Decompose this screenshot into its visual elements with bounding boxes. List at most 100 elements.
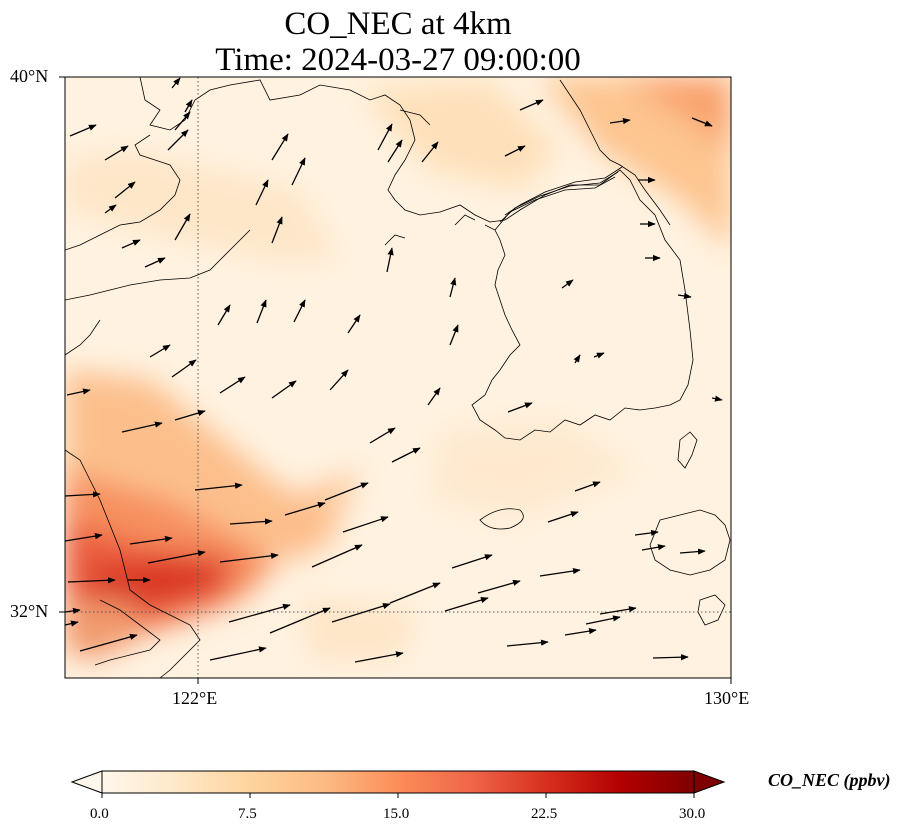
wind-arrow — [229, 518, 273, 525]
wind-arrow — [593, 352, 605, 359]
colorbar-tick-2: 15.0 — [383, 806, 410, 822]
wind-arrow — [129, 535, 173, 545]
colorbar-extend-high — [693, 770, 726, 794]
colorbar — [70, 770, 726, 798]
wind-arrow — [585, 615, 621, 625]
wind-arrow — [574, 481, 601, 492]
wind-arrow — [167, 129, 189, 151]
concentration-field — [65, 77, 731, 678]
colorbar-tick-3: 22.5 — [531, 806, 558, 822]
colorbar-gradient — [101, 770, 695, 794]
wind-arrow — [561, 279, 574, 289]
wind-arrow — [121, 421, 163, 433]
wind-arrow — [369, 427, 396, 444]
wind-arrow — [691, 117, 713, 127]
wind-arrow — [174, 410, 206, 421]
colorbar-extend-low — [70, 770, 103, 794]
wind-arrow — [507, 402, 533, 413]
wind-arrow — [217, 304, 231, 326]
lat-label-32: 32°N — [10, 601, 49, 621]
wind-arrow — [519, 99, 544, 111]
wind-arrow — [679, 548, 706, 555]
wind-arrow — [209, 646, 267, 661]
wind-arrow — [65, 491, 101, 498]
wind-arrow — [506, 639, 549, 647]
wind-arrow — [386, 247, 394, 273]
wind-arrow — [427, 387, 441, 406]
wind-arrow — [293, 299, 306, 323]
wind-arrow — [269, 607, 331, 634]
wind-arrow — [444, 597, 489, 612]
wind-arrow — [324, 482, 369, 501]
wind-arrow — [65, 620, 79, 627]
colorbar-tick-1: 7.5 — [238, 806, 257, 822]
wind-arrow — [389, 582, 441, 604]
wind-arrow — [79, 633, 138, 652]
wind-arrow — [271, 216, 283, 244]
wind-arrow — [451, 554, 493, 569]
wind-arrow — [104, 145, 129, 161]
wind-arrow — [641, 544, 666, 551]
wind-arrow — [331, 603, 391, 623]
wind-arrow — [599, 606, 637, 615]
wind-arrow — [284, 502, 326, 516]
wind-arrow — [114, 181, 136, 199]
wind-arrow — [149, 344, 171, 358]
map-frame — [64, 76, 732, 679]
wind-arrow — [174, 111, 191, 131]
wind-arrow — [219, 552, 279, 563]
map-subtitle-time: Time: 2024-03-27 09:00:00 — [215, 42, 581, 78]
colorbar-tick-0: 0.0 — [90, 806, 109, 822]
wind-arrow — [171, 359, 197, 378]
wind-arrow — [271, 380, 297, 399]
wind-arrow — [255, 179, 269, 206]
wind-arrow — [354, 651, 404, 663]
wind-arrow — [67, 577, 116, 584]
wind-arrow — [634, 529, 659, 537]
lon-label-122: 122°E — [172, 688, 218, 708]
wind-arrow — [564, 628, 597, 636]
wind-arrow — [391, 447, 421, 463]
wind-arrow — [171, 77, 181, 89]
wind-arrow — [194, 482, 243, 491]
wind-arrow — [65, 533, 103, 542]
wind-arrow — [539, 567, 581, 577]
wind-arrow — [228, 603, 291, 623]
wind-arrow — [147, 550, 206, 564]
wind-arrow — [449, 277, 457, 298]
wind-arrow — [69, 124, 97, 137]
wind-arrow — [387, 139, 403, 163]
wind-arrow — [711, 395, 723, 402]
lon-label-130: 130°E — [704, 688, 750, 708]
wind-arrow — [652, 654, 689, 661]
wind-arrow — [547, 511, 579, 523]
wind-arrow — [342, 516, 389, 533]
wind-arrow — [65, 607, 81, 615]
wind-arrow — [104, 204, 117, 214]
wind-arrow — [449, 324, 459, 346]
lat-label-40: 40°N — [10, 66, 49, 86]
colorbar-tick-4: 30.0 — [679, 806, 706, 822]
colorbar-label: CO_NEC (ppbv) — [768, 770, 891, 790]
wind-arrow — [677, 292, 692, 300]
wind-arrow — [329, 369, 349, 391]
coastlines — [65, 77, 731, 678]
gridlines — [65, 77, 731, 678]
wind-arrow — [271, 133, 289, 161]
wind-arrow — [347, 314, 361, 334]
map-title: CO_NEC at 4km — [284, 6, 512, 42]
wind-arrow — [504, 145, 526, 157]
wind-arrow — [573, 354, 581, 364]
wind-arrow — [311, 544, 363, 568]
wind-arrow — [174, 213, 191, 241]
wind-arrow — [291, 157, 306, 186]
wind-vectors — [65, 77, 723, 663]
wind-arrow — [219, 376, 246, 394]
wind-arrow — [256, 299, 267, 324]
wind-arrow — [477, 579, 521, 594]
wind-arrow — [144, 257, 166, 268]
wind-arrow — [377, 123, 393, 151]
wind-arrow — [121, 239, 141, 249]
wind-arrow — [421, 141, 439, 163]
